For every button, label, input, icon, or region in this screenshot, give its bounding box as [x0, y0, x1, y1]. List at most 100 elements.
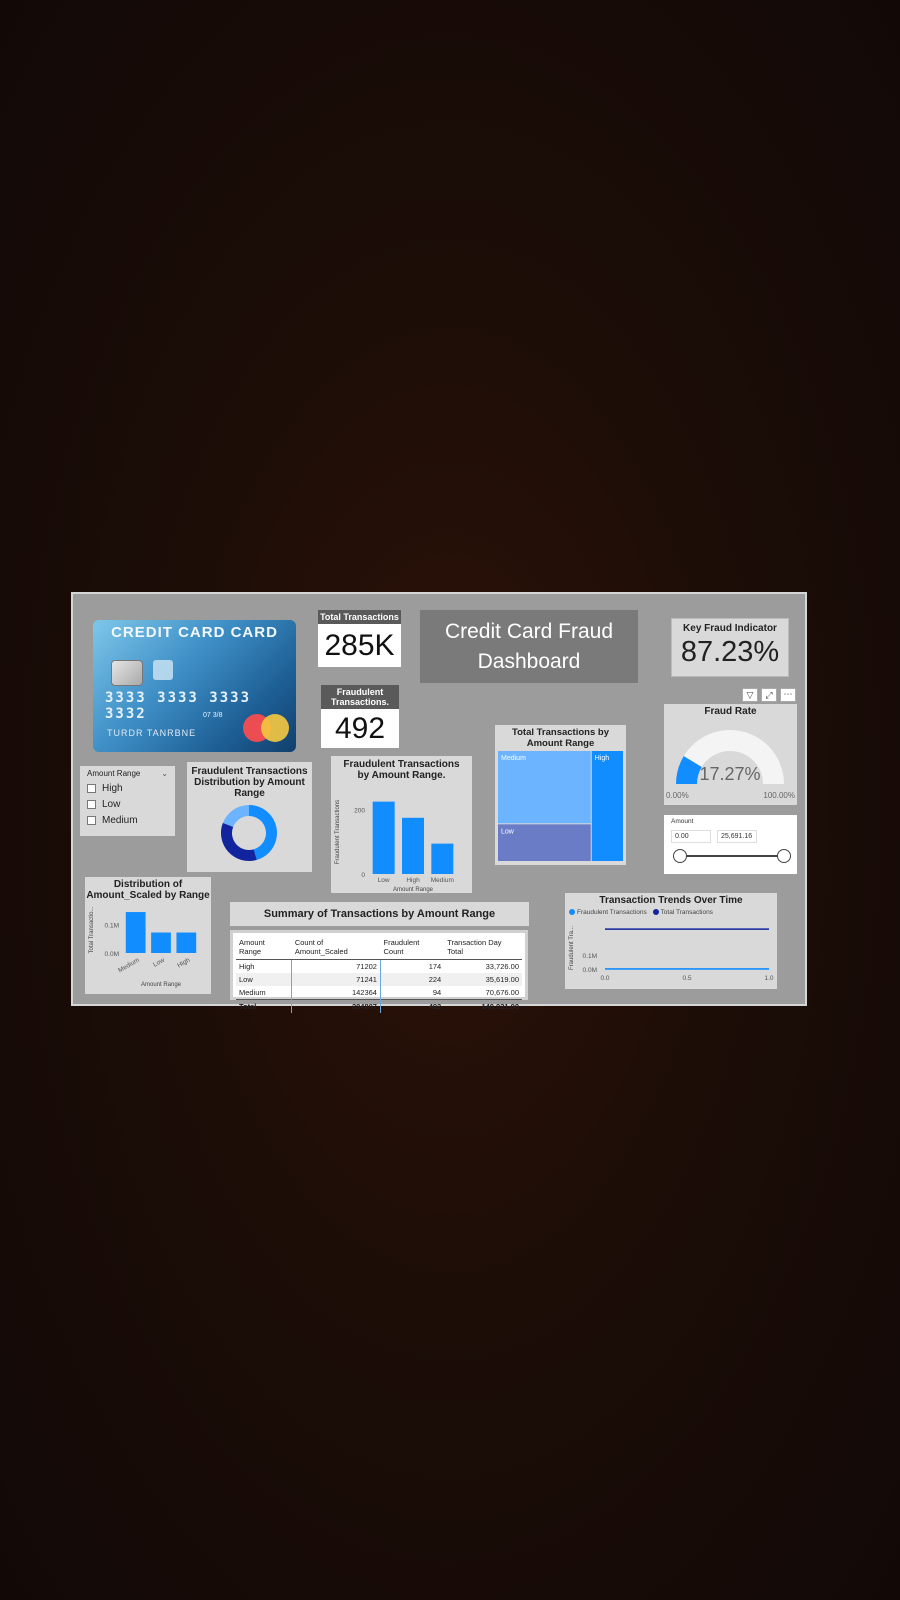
bar-high[interactable]: [176, 932, 197, 953]
x-tick-label: High: [406, 877, 420, 884]
key-fraud-indicator-label: Key Fraud Indicator: [683, 623, 777, 634]
card-title: CREDIT CARD CARD: [111, 624, 278, 641]
table-cell: 492: [380, 999, 445, 1013]
x-tick-label: Low: [152, 957, 166, 969]
column-header-fraudulent-count[interactable]: Fraudulent Count: [380, 935, 445, 960]
donut-slice-high[interactable]: [221, 822, 257, 861]
column-header-count[interactable]: Count of Amount_Scaled: [291, 935, 381, 960]
x-tick-label: 0.0: [600, 975, 609, 982]
treemap-tile-low[interactable]: [498, 824, 591, 861]
legend-series-1: Fraudulent Transactions: [577, 909, 647, 916]
checkbox[interactable]: [87, 816, 96, 825]
table-cell: 142364: [291, 986, 381, 1000]
y-tick-label: 0: [361, 872, 365, 879]
y-tick-label: 0.0M: [583, 967, 597, 974]
credit-card-image: CREDIT CARD CARD 3333 3333 3333 3332 07 …: [93, 620, 296, 752]
treemap-tile-high[interactable]: [591, 751, 623, 861]
x-axis-label: Amount Range: [141, 982, 182, 988]
contactless-icon: [153, 660, 173, 680]
y-tick-label: 200: [354, 807, 365, 814]
trend-chart-svg: 0.1M 0.0M0.0 0.5 1.0 Fraudulent Tra...: [569, 926, 774, 982]
gauge-max: 100.00%: [763, 791, 795, 800]
amount-range-slicer-header[interactable]: Amount Range ⌄: [87, 769, 168, 778]
amount-max-input[interactable]: 25,691.16: [717, 830, 757, 843]
fraudulent-transactions-label: Fraudulent Transactions.: [321, 685, 399, 709]
amount-slider-track: [680, 855, 784, 857]
card-expiry: 07 3/8: [203, 712, 223, 719]
scaled-bar-chart-card[interactable]: Distribution of Amount_Scaled by Range 0…: [85, 877, 211, 994]
fraud-bar-chart-card[interactable]: Fraudulent Transactions by Amount Range.…: [331, 756, 472, 893]
table-cell: 71202: [291, 959, 381, 973]
total-transactions-label: Total Transactions: [318, 610, 401, 624]
amount-slicer[interactable]: Amount 0.00 25,691.16: [664, 815, 797, 874]
table-cell: 71241: [291, 973, 381, 986]
column-header-amount-range[interactable]: Amount Range: [236, 935, 292, 960]
column-header-day-total[interactable]: Transaction Day Total: [444, 935, 522, 960]
gauge-fill: [676, 756, 702, 784]
fraud-rate-gauge[interactable]: Fraud Rate 17.27% 0.00% 100.00%: [664, 704, 797, 805]
trend-legend: Fraudulent Transactions Total Transactio…: [569, 909, 713, 916]
filter-icon[interactable]: ▽: [742, 688, 758, 702]
gauge-value: 17.27%: [699, 764, 760, 784]
treemap-label: Medium: [501, 755, 526, 762]
table-cell: 94: [432, 988, 442, 997]
table-cell: 224: [380, 973, 445, 986]
treemap-card[interactable]: Total Transactions by Amount Range Mediu…: [495, 725, 626, 865]
donut-chart-title: Fraudulent Transactions Distribution by …: [191, 766, 308, 799]
mastercard-logo-yellow: [261, 714, 289, 742]
fraud-rate-title: Fraud Rate: [704, 706, 757, 717]
bar-medium[interactable]: [125, 912, 146, 953]
summary-table-title: Summary of Transactions by Amount Range: [230, 902, 529, 926]
treemap-tile-medium[interactable]: [498, 751, 591, 824]
summary-table-grid: Amount Range Count of Amount_Scaled Frau…: [236, 935, 522, 1013]
y-tick-label: 0.1M: [105, 922, 119, 929]
key-fraud-indicator-card[interactable]: Key Fraud Indicator 87.23%: [671, 618, 789, 677]
gauge-track: [676, 730, 784, 784]
table-cell: 70,676.00: [485, 988, 519, 997]
x-tick-label: Low: [378, 877, 390, 884]
trend-chart-card[interactable]: Transaction Trends Over Time Fraudulent …: [565, 893, 777, 989]
amount-slider-min-handle[interactable]: [673, 849, 687, 863]
bar-low[interactable]: [151, 932, 171, 953]
checkbox[interactable]: [87, 800, 96, 809]
fraud-bar-chart-title: Fraudulent Transactions by Amount Range.: [343, 759, 460, 781]
table-cell: Low: [236, 973, 293, 986]
table-cell: 284807: [291, 999, 381, 1013]
fraud-bar-chart-svg: 200 0 Low High Medium Amount Range Fraudulent …: [335, 800, 454, 893]
chevron-down-icon[interactable]: ⌄: [161, 769, 168, 778]
fraudulent-transactions-card[interactable]: Fraudulent Transactions. 492: [321, 685, 399, 748]
slicer-option-high[interactable]: High: [87, 783, 168, 794]
donut-slice-low[interactable]: [249, 805, 277, 860]
card-number: 3333 3333 3333 3332: [105, 690, 252, 722]
amount-slider-max-handle[interactable]: [777, 849, 791, 863]
slicer-option-medium[interactable]: Medium: [87, 815, 168, 826]
bar-medium[interactable]: [431, 843, 454, 874]
legend-marker: [652, 909, 659, 916]
donut-chart-card[interactable]: Fraudulent Transactions Distribution by …: [187, 762, 312, 872]
donut-chart-svg: [221, 805, 277, 861]
key-fraud-indicator-value: 87.23%: [680, 636, 780, 668]
total-transactions-card[interactable]: Total Transactions 285K: [318, 610, 401, 667]
donut-slice-medium[interactable]: [222, 805, 249, 827]
fraudulent-transactions-value: 492: [321, 709, 399, 748]
treemap-svg: Medium Low High: [498, 751, 623, 861]
focus-mode-icon[interactable]: ⤢: [761, 688, 777, 702]
amount-slicer-title: Amount: [671, 818, 694, 825]
card-holder: TURDR TANRBNE: [107, 728, 197, 738]
checkbox[interactable]: [87, 784, 96, 793]
summary-table[interactable]: Amount Range Count of Amount_Scaled Frau…: [230, 930, 528, 1013]
amount-range-slicer-title: Amount Range: [87, 769, 141, 778]
more-options-icon[interactable]: ⋯: [780, 688, 796, 702]
visual-header: ▽ ⤢ ⋯: [742, 688, 800, 702]
y-tick-label: 0.1M: [583, 953, 597, 960]
bar-high[interactable]: [402, 817, 424, 874]
x-tick-label: 1.0: [764, 975, 773, 982]
treemap-title: Total Transactions by Amount Range: [512, 727, 609, 749]
bar-low[interactable]: [372, 801, 395, 874]
amount-min-input[interactable]: 0.00: [671, 830, 711, 843]
table-cell: 35,619.00: [444, 973, 522, 986]
amount-range-slicer[interactable]: Amount Range ⌄ High Low Medium: [80, 766, 175, 836]
dashboard-canvas: CREDIT CARD CARD 3333 3333 3333 3332 07 …: [71, 592, 807, 1013]
slicer-option-low[interactable]: Low: [87, 799, 168, 810]
table-cell: 33,726.00: [485, 962, 519, 971]
